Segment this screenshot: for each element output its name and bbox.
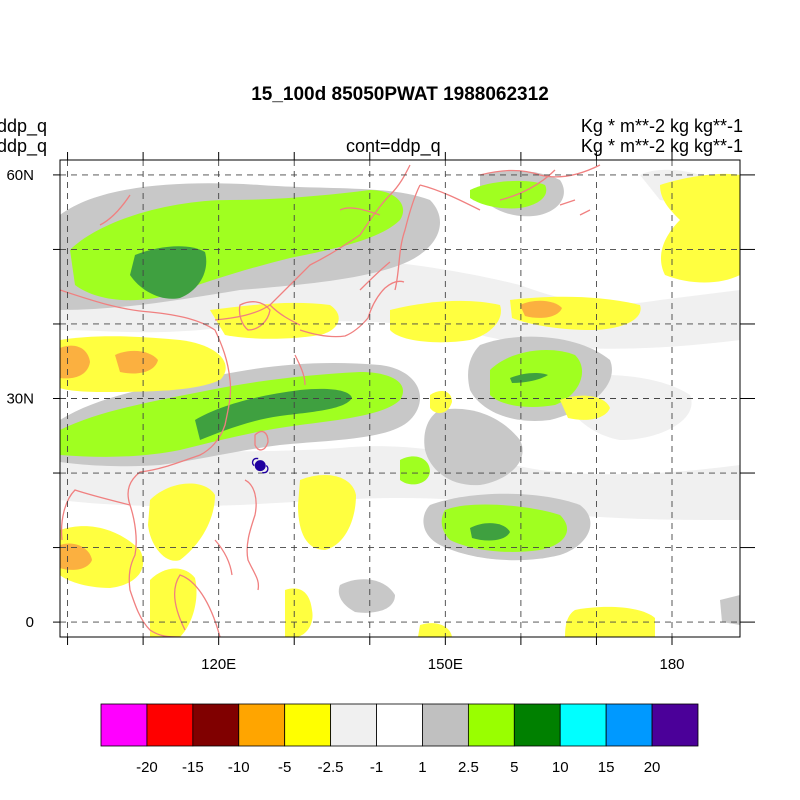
plot-title: 15_100d 85050PWAT 1988062312 [251, 84, 549, 105]
lat-label: 60N [6, 167, 34, 184]
colorbar-swatch [513, 703, 561, 747]
coastlines [60, 164, 601, 637]
lon-label: 120E [201, 656, 236, 673]
colorbar-label: 15 [598, 759, 615, 776]
colorbar-label: -5 [278, 759, 291, 776]
colorbar-swatch [284, 703, 332, 747]
colorbar-label: -1 [370, 759, 383, 776]
colorbar-swatch [146, 703, 194, 747]
left-label-1: ddp_q [0, 116, 48, 136]
lat-label: 30N [6, 391, 34, 408]
colorbar-label: 20 [644, 759, 661, 776]
lon-label: 180 [659, 656, 684, 673]
colorbar-swatch [605, 703, 653, 747]
colorbar-label: -10 [228, 759, 250, 776]
grid-lines [60, 160, 740, 637]
lat-label: 0 [26, 614, 34, 631]
center-label: cont=ddp_q [346, 136, 441, 156]
yellow-anomaly-regions [60, 173, 740, 637]
colorbar-label: 2.5 [458, 759, 479, 776]
left-label-2: ddp_q [0, 136, 48, 156]
green-anomaly-regions [130, 246, 548, 541]
latitude-labels: 60N 30N 0 [6, 167, 34, 631]
colorbar-swatch [100, 703, 148, 747]
axis-ticks [53, 152, 755, 645]
colorbar-swatch [238, 703, 286, 747]
colorbar-swatch [467, 703, 515, 747]
colorbar-swatch [192, 703, 240, 747]
field-layer [60, 169, 740, 637]
colorbar-swatch [330, 703, 377, 747]
typhoon-symbol-icon [251, 457, 269, 474]
colorbar: -20 -15 -10 -5 -2.5 -1 1 2.5 5 10 15 20 [100, 703, 699, 776]
colorbar-swatch [422, 703, 469, 747]
colorbar-swatch [651, 703, 699, 747]
colorbar-label: -2.5 [318, 759, 344, 776]
colorbar-swatch [376, 703, 423, 747]
units-label-1: Kg * m**-2 kg kg**-1 [580, 116, 743, 136]
colorbar-label: -15 [182, 759, 204, 776]
units-label-2: Kg * m**-2 kg kg**-1 [580, 136, 743, 156]
colorbar-label: 5 [510, 759, 518, 776]
colorbar-label: 10 [552, 759, 569, 776]
colorbar-label: -20 [136, 759, 158, 776]
longitude-labels: 120E 150E 180 [201, 656, 684, 673]
lon-label: 150E [428, 656, 463, 673]
colorbar-swatch [559, 703, 607, 747]
colorbar-label: 1 [418, 759, 426, 776]
